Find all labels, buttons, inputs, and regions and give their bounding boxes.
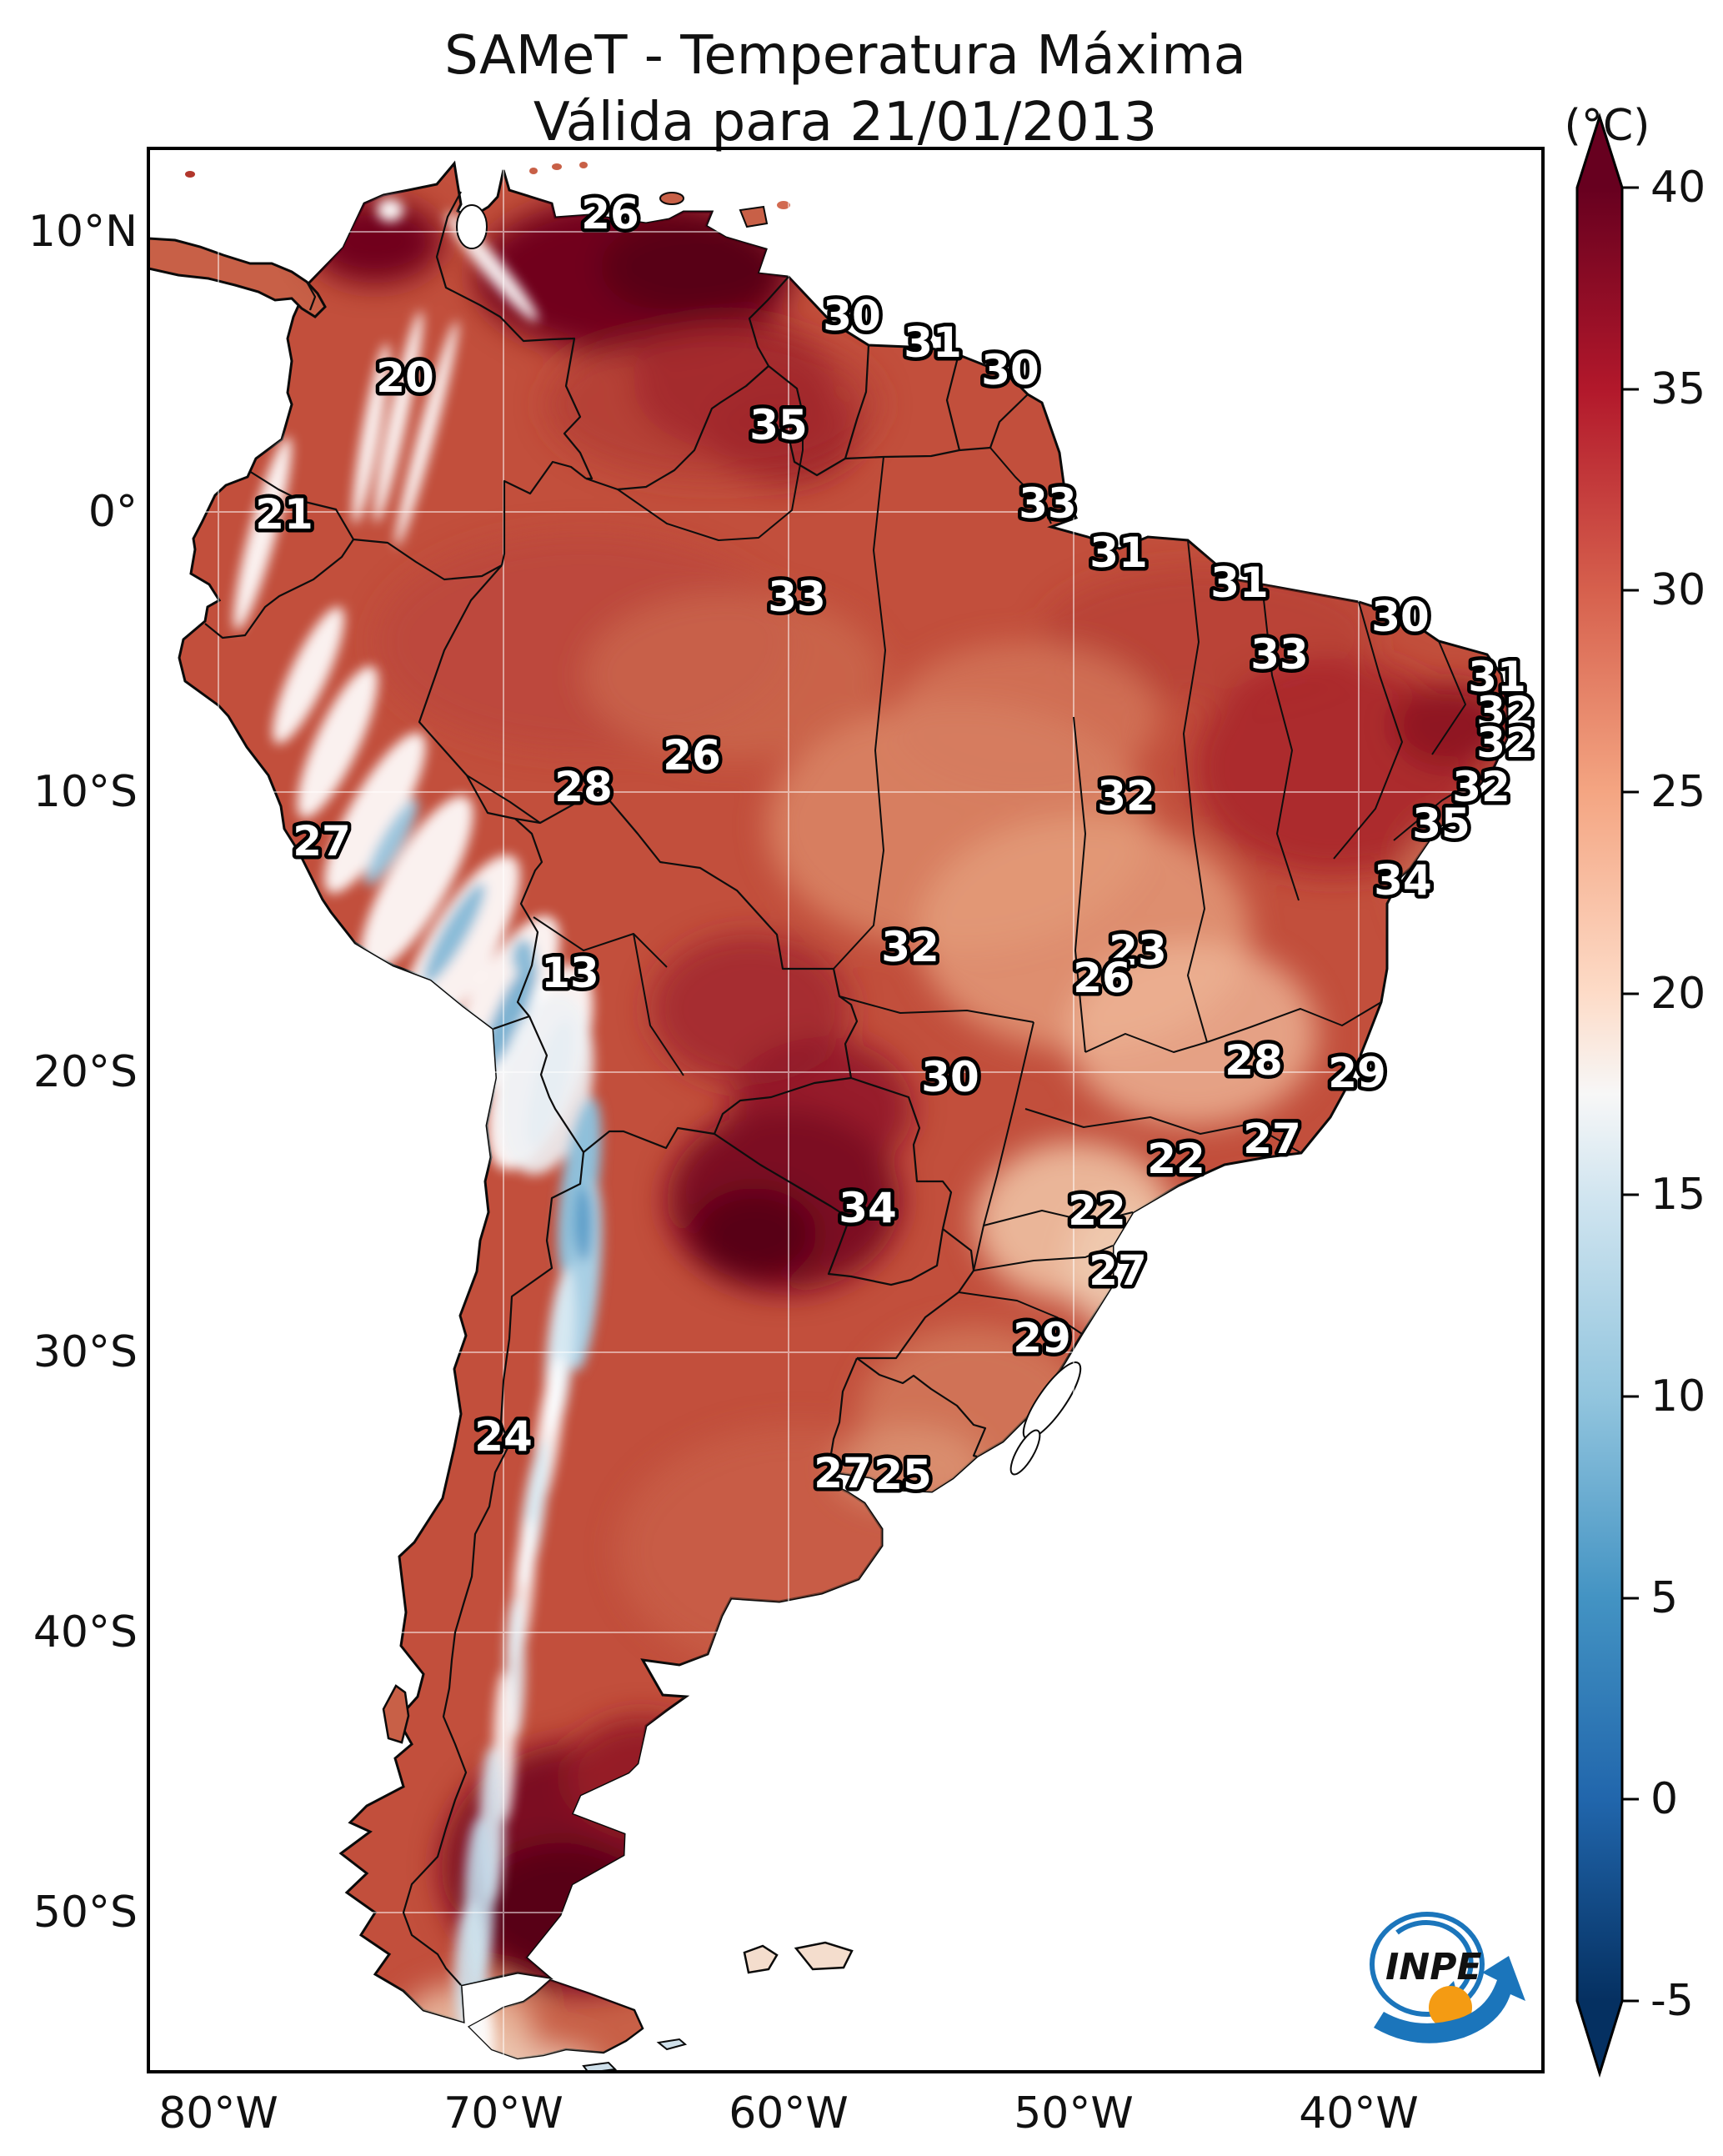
andes-cold-band: [233, 198, 603, 2058]
lat-tick-label: 0°: [88, 487, 138, 537]
station-temp-label: 29: [1013, 1314, 1071, 1362]
station-temp-label: 26: [1073, 954, 1131, 1002]
station-temp-label: 28: [1225, 1036, 1283, 1085]
station-temp-label: 20: [376, 353, 434, 402]
tobago-islet: [777, 201, 790, 209]
map-title: SAMeT - Temperatura Máxima: [444, 25, 1246, 87]
colorbar-tick-label: 15: [1650, 1170, 1705, 1220]
station-temp-label: 30: [1371, 593, 1430, 641]
longitude-axis-labels: 80°W 70°W 60°W 50°W 40°W: [158, 2088, 1419, 2138]
station-temp-label: 21: [255, 490, 313, 539]
colorbar-tick-label: 5: [1650, 1573, 1678, 1623]
aruba-islet: [529, 168, 538, 174]
station-temp-label: 26: [663, 731, 721, 780]
colorbar-ticks: 40 35 30 25 20 15 10 5 0 -5: [1622, 163, 1705, 2026]
station-temp-label: 35: [1412, 800, 1470, 848]
station-temp-label: 35: [749, 401, 808, 449]
station-temp-label: 13: [541, 949, 599, 997]
station-temp-label: 23: [1109, 926, 1167, 975]
station-temp-label: 34: [1374, 856, 1432, 905]
colorbar-bottom-arrow: [1577, 2001, 1622, 2073]
station-temp-label: 31: [1468, 653, 1526, 701]
station-temp-label: 31: [904, 318, 962, 367]
lon-tick-label: 50°W: [1014, 2088, 1134, 2138]
isla-de-los-estados: [656, 2038, 688, 2051]
station-temp-label: 34: [839, 1184, 897, 1232]
trinidad-island: [739, 205, 769, 228]
lat-tick-label: 50°S: [33, 1888, 138, 1938]
lakes: [456, 204, 1082, 1476]
station-temp-label: 26: [581, 190, 639, 238]
colorbar-ramp: [1577, 188, 1622, 2001]
central-america-strip: [148, 237, 327, 318]
curacao-islet: [552, 163, 562, 170]
plot-frame: [147, 147, 1545, 2073]
political-borders: [204, 191, 1029, 1986]
station-temp-label: 33: [1250, 630, 1309, 679]
station-temp-label: 33: [1019, 479, 1077, 528]
lat-tick-label: 10°S: [33, 767, 138, 817]
colorbar-tick-label: -5: [1650, 1976, 1694, 2026]
station-temp-label: 32: [1097, 772, 1155, 820]
station-temp-label: 30: [921, 1053, 979, 1101]
lon-tick-label: 80°W: [158, 2088, 278, 2138]
station-temp-label: 27: [1243, 1115, 1301, 1163]
falkland-east: [794, 1941, 854, 1971]
colorbar-tick-label: 30: [1650, 565, 1705, 615]
station-temp-label: 22: [1147, 1135, 1205, 1183]
inpe-logo-text: INPE: [1385, 1946, 1482, 1988]
lon-tick-label: 70°W: [443, 2088, 563, 2138]
inpe-orbit-inner: [1395, 1920, 1474, 1997]
colorbar-tick-label: 40: [1650, 163, 1705, 213]
station-temp-label: 27: [1089, 1246, 1147, 1295]
map-subtitle-date: Válida para 21/01/2013: [533, 92, 1157, 153]
station-temp-label: 27: [814, 1449, 872, 1497]
state-borders: [466, 414, 1494, 1335]
station-temp-label: 32: [1476, 719, 1535, 767]
station-temp-label: 29: [1328, 1049, 1386, 1097]
colorbar-tick-label: 0: [1650, 1774, 1678, 1824]
colorbar-tick-label: 20: [1650, 969, 1705, 1019]
lon-tick-label: 60°W: [729, 2088, 849, 2138]
station-temp-label: 28: [554, 763, 613, 811]
lat-tick-label: 40°S: [33, 1607, 138, 1657]
bonaire-islet: [579, 162, 588, 168]
chiloe-island: [382, 1684, 410, 1744]
station-temp-label: 31: [1210, 559, 1269, 607]
margarita-island: [659, 192, 684, 205]
station-temp-label: 32: [1476, 688, 1535, 736]
lat-tick-label: 30°S: [33, 1327, 138, 1377]
station-temp-label: 25: [874, 1451, 932, 1499]
inpe-arrow: [1374, 1956, 1525, 2043]
falkland-west: [743, 1944, 779, 1974]
graticule-gridlines: [148, 148, 1543, 2072]
colorbar-tick-label: 10: [1650, 1371, 1705, 1421]
station-temp-label: 32: [881, 923, 939, 971]
colorbar-tick-label: 25: [1650, 767, 1705, 817]
station-temp-label: 24: [474, 1412, 533, 1461]
lagoa-mirim: [1009, 1429, 1041, 1476]
lat-tick-label: 20°S: [33, 1047, 138, 1097]
lon-tick-label: 40°W: [1299, 2088, 1419, 2138]
station-temp-label: 33: [768, 573, 826, 621]
colorbar-tick-label: 35: [1650, 364, 1705, 414]
inpe-logo: INPE: [1362, 1903, 1525, 2043]
station-temp-label: 32: [1452, 763, 1510, 811]
station-temp-label: 27: [293, 817, 351, 865]
colorbar-top-arrow: [1577, 117, 1622, 188]
station-temp-label: 30: [981, 346, 1039, 394]
inpe-orbit-outer: [1370, 1912, 1485, 2017]
station-temp-label: 30: [823, 292, 881, 340]
station-temp-label: 31: [1089, 529, 1148, 577]
lake-maracaibo: [456, 204, 488, 249]
station-temp-label: 22: [1068, 1186, 1126, 1235]
san-andres-islet: [185, 171, 195, 178]
lat-tick-label: 10°N: [28, 207, 138, 257]
latitude-axis-labels: 10°N 0° 10°S 20°S 30°S 40°S 50°S: [28, 207, 138, 1938]
